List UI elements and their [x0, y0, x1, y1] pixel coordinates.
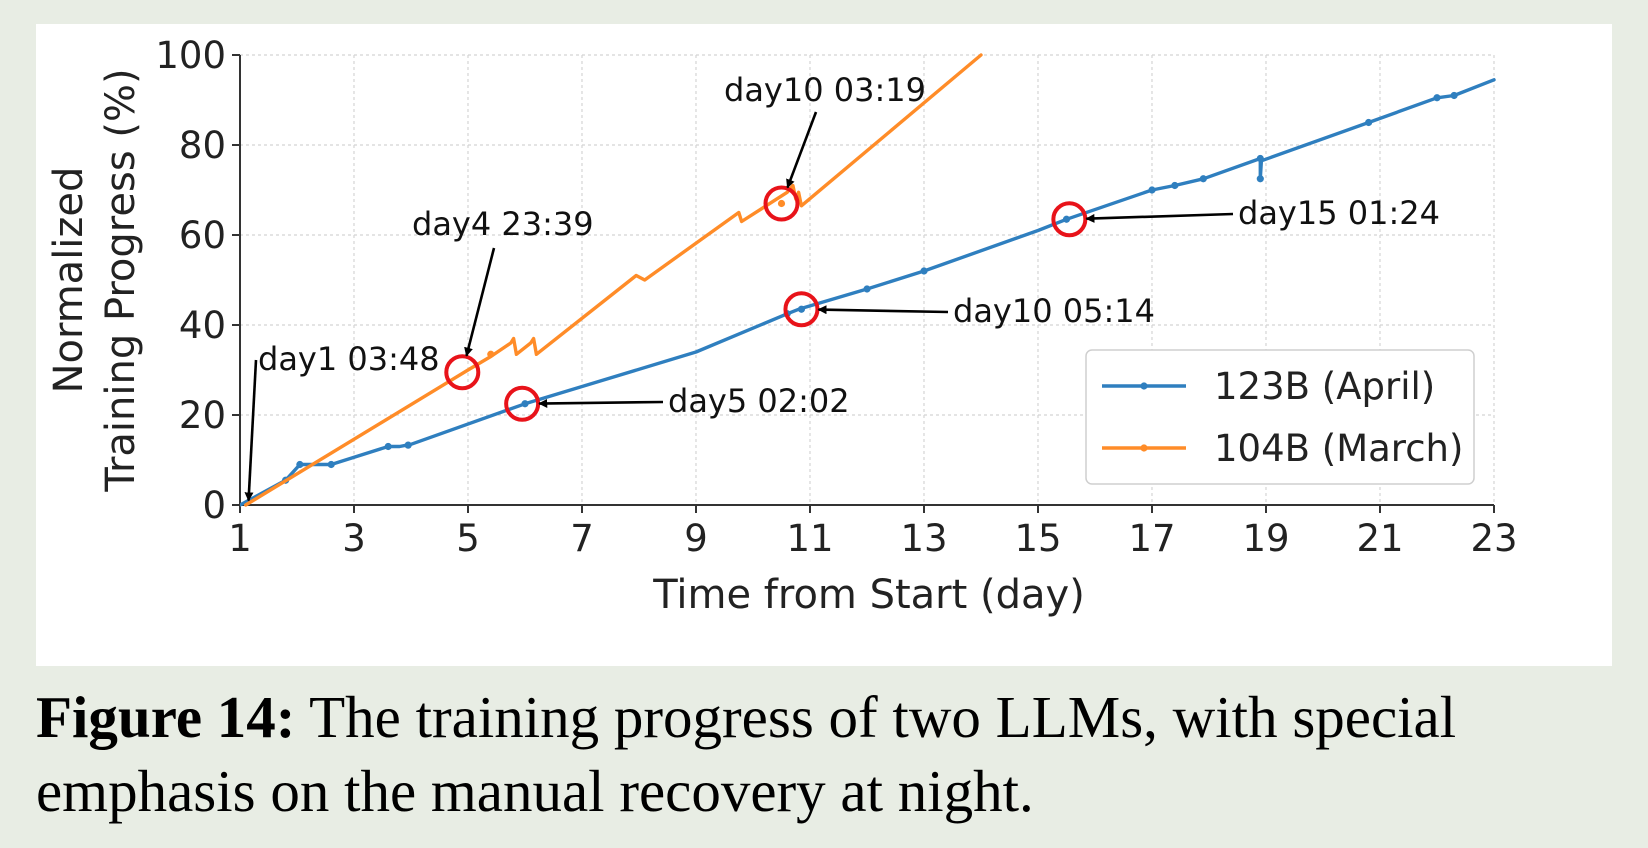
- annotation-arrow: [464, 247, 496, 357]
- x-tick-label: 21: [1356, 517, 1403, 560]
- y-tick-label: 100: [155, 34, 226, 77]
- series-point-1: [777, 199, 786, 208]
- x-tick-label: 19: [1242, 517, 1289, 560]
- series-point-0: [521, 400, 529, 408]
- legend-box: [1085, 349, 1475, 485]
- x-tick-label: 11: [786, 517, 833, 560]
- annotation-circle: [504, 385, 541, 422]
- series-point-0: [1256, 175, 1264, 183]
- caption-label: Figure 14:: [36, 684, 296, 750]
- annotation-arrow: [817, 305, 949, 315]
- x-tick-label: 7: [570, 517, 594, 560]
- annotation-label: day1 03:48: [258, 340, 440, 378]
- series-point-0: [920, 267, 928, 275]
- x-tick-label: 15: [1014, 517, 1061, 560]
- x-tick-label: 17: [1128, 517, 1175, 560]
- x-tick-label: 13: [900, 517, 947, 560]
- series-point-0: [384, 442, 392, 451]
- series-point-0: [404, 441, 412, 449]
- series-point-0: [1199, 175, 1207, 183]
- annotation-circle: [1051, 201, 1088, 238]
- x-tick-label: 9: [684, 517, 708, 560]
- y-tick-label: 20: [179, 394, 226, 437]
- annotation-arrow: [1085, 212, 1234, 223]
- annotation-label: day5 02:02: [668, 382, 850, 420]
- annotation-label: day15 01:24: [1238, 194, 1440, 232]
- legend-marker-1: [1140, 444, 1148, 452]
- annotation-label: day4 23:39: [412, 205, 594, 243]
- x-axis-title: Time from Start (day): [652, 572, 1085, 618]
- series-point-0: [1450, 91, 1458, 100]
- y-axis-title-line1: Normalized: [46, 167, 92, 394]
- series-line-1: [243, 53, 983, 507]
- annotation-arrow: [244, 359, 258, 502]
- annotation-label: day10 05:14: [953, 292, 1155, 330]
- chart-panel: 1 3 5 7 9 11 13 15 17 19 21 23 0 20 40 60 80 100 Time from…: [36, 24, 1612, 666]
- legend: 123B (April) 104B (March): [1085, 349, 1475, 485]
- caption-line1: The training progress of two LLMs, with …: [295, 684, 1457, 750]
- x-tick-label: 3: [342, 517, 366, 560]
- annotation-circle: [444, 354, 481, 391]
- series-point-0: [296, 460, 304, 469]
- annotation-arrow: [538, 398, 664, 408]
- series-point-0: [327, 460, 335, 469]
- y-tick-label: 60: [179, 214, 226, 257]
- series-point-0: [1171, 181, 1179, 190]
- series-point-0: [1062, 215, 1071, 223]
- series-point-0: [863, 285, 871, 293]
- x-tick-label: 5: [456, 517, 480, 560]
- annotation-circle: [763, 185, 800, 222]
- series-point-1: [487, 350, 495, 358]
- series-point-0: [1256, 154, 1264, 163]
- y-tick-label: 40: [179, 304, 226, 347]
- y-tick-label: 80: [179, 124, 226, 167]
- series-point-0: [1148, 186, 1156, 194]
- caption-line2: emphasis on the manual recovery at night…: [36, 758, 1034, 824]
- series-point-0: [1433, 94, 1441, 102]
- legend-label-1: 104B (March): [1214, 427, 1463, 470]
- y-tick-label: 0: [202, 484, 226, 527]
- x-tick-label: 23: [1470, 517, 1517, 560]
- annotations: day1 03:48 day4 23:39 day5 02:02 day10 03:1…: [244, 71, 1440, 502]
- series-point-0: [797, 305, 806, 313]
- figure-caption: Figure 14: The training progress of two …: [36, 680, 1626, 828]
- annotation-circle: [783, 291, 820, 328]
- series-point-0: [1365, 118, 1373, 127]
- y-axis-title: Normalized Training Progress (%): [46, 68, 144, 492]
- annotation-arrow: [786, 111, 818, 189]
- y-axis-title-line2: Training Progress (%): [98, 68, 144, 492]
- legend-marker-0: [1140, 382, 1148, 390]
- annotation-label: day10 03:19: [724, 71, 926, 109]
- x-tick-label: 1: [228, 517, 252, 560]
- legend-label-0: 123B (April): [1214, 365, 1435, 408]
